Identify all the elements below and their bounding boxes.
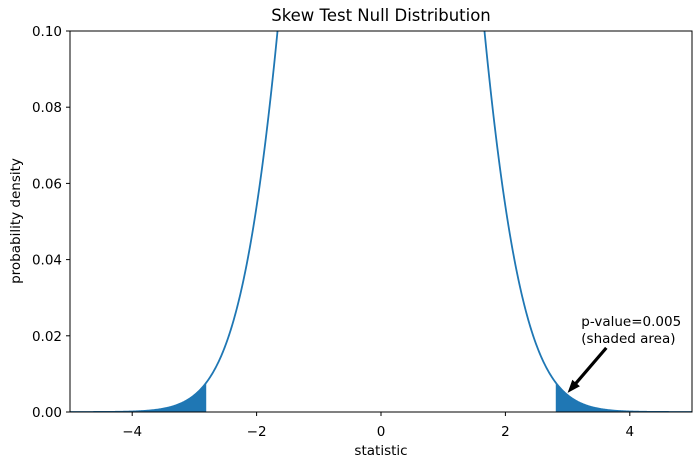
annotation-arrow-shaft [573, 346, 608, 386]
y-axis-tick-label: 0.04 [32, 253, 62, 269]
shaded-tail-left-tail [70, 382, 207, 412]
y-axis-tick-label: 0.08 [32, 100, 62, 116]
annotation-text-line: p-value=0.005 [581, 314, 681, 330]
annotation-text-line: (shaded area) [581, 331, 675, 347]
x-axis-label: statistic [354, 443, 407, 459]
x-axis-tick-label: −4 [122, 424, 142, 440]
x-axis-tick-label: −2 [247, 424, 267, 440]
x-axis-tick-label: 4 [626, 424, 635, 440]
shaded-tail-areas [70, 382, 692, 412]
annotation-arrow-head [567, 379, 580, 393]
chart-title: Skew Test Null Distribution [271, 6, 491, 25]
y-axis-tick-label: 0.02 [32, 329, 62, 345]
y-axis-label: probability density [8, 158, 24, 284]
x-axis-tick-label: 0 [377, 424, 386, 440]
y-axis-tick-label: 0.10 [32, 24, 62, 40]
y-axis-tick-label: 0.00 [32, 405, 62, 421]
shaded-tail-right-tail [555, 382, 692, 412]
y-axis-tick-label: 0.06 [32, 176, 62, 192]
annotation-layer: p-value=0.005(shaded area) [567, 314, 681, 393]
pdf-curve [70, 31, 692, 412]
pdf-curve-layer [70, 31, 692, 412]
axes-layer: −4 −2 0 2 4 0.00 0.02 0.04 0.06 0.08 0.10 [32, 24, 693, 440]
x-axis-tick-label: 2 [501, 424, 510, 440]
